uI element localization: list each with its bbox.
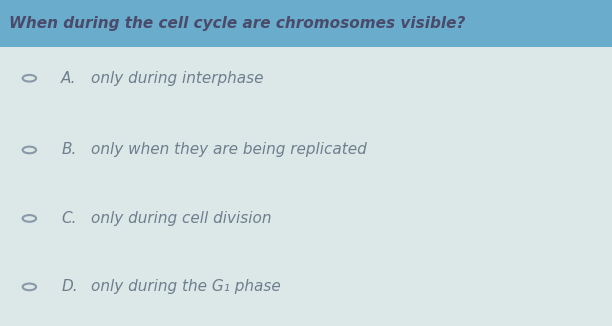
Text: C.: C. — [61, 211, 76, 226]
Text: When during the cell cycle are chromosomes visible?: When during the cell cycle are chromosom… — [9, 16, 466, 31]
Text: only when they are being replicated: only when they are being replicated — [91, 142, 367, 157]
Text: only during cell division: only during cell division — [91, 211, 271, 226]
Text: B.: B. — [61, 142, 76, 157]
Text: only during the G₁ phase: only during the G₁ phase — [91, 279, 280, 294]
Text: only during interphase: only during interphase — [91, 71, 263, 86]
Text: D.: D. — [61, 279, 78, 294]
Text: A.: A. — [61, 71, 76, 86]
FancyBboxPatch shape — [0, 0, 612, 47]
